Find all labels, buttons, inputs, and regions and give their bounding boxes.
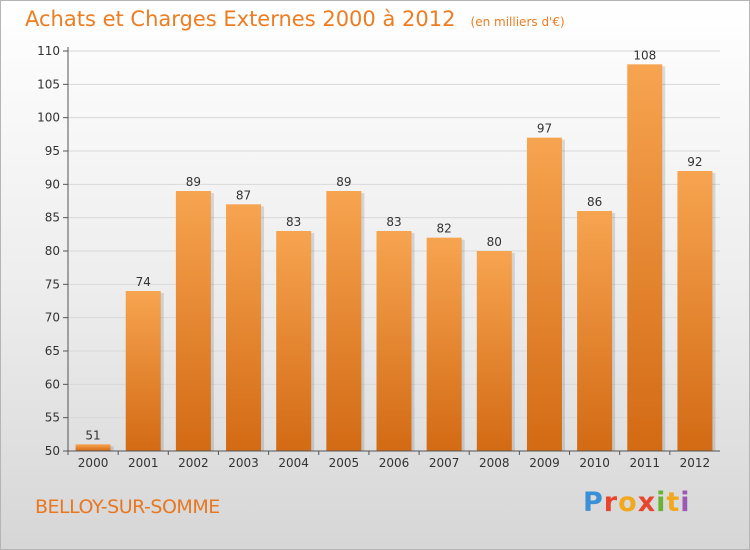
value-label-2001: 74 bbox=[136, 275, 151, 289]
x-tick-label-2005: 2005 bbox=[329, 456, 360, 470]
logo-letter: o bbox=[618, 487, 638, 518]
y-tick-label: 105 bbox=[37, 77, 60, 91]
value-label-2005: 89 bbox=[336, 175, 351, 189]
logo-letter: P bbox=[583, 487, 604, 518]
x-tick-label-2012: 2012 bbox=[680, 456, 711, 470]
bar-2011 bbox=[627, 64, 663, 452]
x-tick-label-2003: 2003 bbox=[228, 456, 259, 470]
y-tick-label: 100 bbox=[37, 111, 60, 125]
bar-2008 bbox=[476, 251, 512, 451]
title-row: Achats et Charges Externes 2000 à 2012 (… bbox=[25, 7, 565, 31]
y-tick-label: 110 bbox=[37, 44, 60, 58]
bar-2012 bbox=[677, 171, 713, 451]
x-tick-label-2006: 2006 bbox=[379, 456, 410, 470]
logo-letter: i bbox=[680, 487, 691, 518]
logo-letter: x bbox=[637, 487, 657, 518]
y-tick-label: 95 bbox=[45, 144, 60, 158]
value-label-2007: 82 bbox=[437, 222, 452, 236]
value-label-2006: 83 bbox=[386, 215, 401, 229]
y-tick-label: 70 bbox=[45, 311, 60, 325]
x-tick-label-2008: 2008 bbox=[479, 456, 510, 470]
y-tick-label: 85 bbox=[45, 211, 60, 225]
bar-2007 bbox=[426, 237, 462, 451]
x-tick-label-2004: 2004 bbox=[278, 456, 309, 470]
value-label-2009: 97 bbox=[537, 122, 552, 136]
bar-2009 bbox=[526, 137, 562, 451]
city-name: BELLOY-SUR-SOMME bbox=[35, 496, 220, 518]
y-tick-label: 65 bbox=[45, 344, 60, 358]
x-tick-label-2009: 2009 bbox=[529, 456, 560, 470]
bar-2010 bbox=[577, 211, 613, 451]
value-label-2000: 51 bbox=[85, 428, 100, 442]
y-tick-label: 60 bbox=[45, 377, 60, 391]
x-tick-label-2007: 2007 bbox=[429, 456, 460, 470]
chart-title: Achats et Charges Externes 2000 à 2012 bbox=[25, 7, 456, 31]
y-tick-label: 55 bbox=[45, 411, 60, 425]
logo-letter: r bbox=[603, 487, 619, 518]
x-tick-label-2010: 2010 bbox=[579, 456, 610, 470]
bar-2003 bbox=[226, 204, 262, 451]
bar-2005 bbox=[326, 191, 362, 451]
value-label-2012: 92 bbox=[687, 155, 702, 169]
proxiti-logo[interactable]: Proxiti bbox=[583, 487, 691, 518]
value-label-2011: 108 bbox=[633, 48, 656, 62]
y-tick-label: 75 bbox=[45, 277, 60, 291]
y-tick-label: 50 bbox=[45, 444, 60, 458]
logo-letter: i bbox=[656, 487, 667, 518]
x-tick-label-2001: 2001 bbox=[128, 456, 159, 470]
bar-2000 bbox=[75, 444, 111, 451]
bar-2002 bbox=[175, 191, 211, 451]
bar-2006 bbox=[376, 231, 412, 451]
y-tick-label: 80 bbox=[45, 244, 60, 258]
value-label-2002: 89 bbox=[186, 175, 201, 189]
bar-2001 bbox=[125, 291, 161, 451]
value-label-2008: 80 bbox=[487, 235, 502, 249]
value-label-2003: 87 bbox=[236, 188, 251, 202]
value-label-2010: 86 bbox=[587, 195, 602, 209]
chart-unit-label: (en milliers d'€) bbox=[470, 15, 565, 29]
y-tick-label: 90 bbox=[45, 177, 60, 191]
value-label-2004: 83 bbox=[286, 215, 301, 229]
logo-letter: t bbox=[666, 487, 681, 518]
bar-2004 bbox=[276, 231, 312, 451]
x-tick-label-2011: 2011 bbox=[629, 456, 660, 470]
x-tick-label-2002: 2002 bbox=[178, 456, 209, 470]
x-tick-label-2000: 2000 bbox=[78, 456, 109, 470]
